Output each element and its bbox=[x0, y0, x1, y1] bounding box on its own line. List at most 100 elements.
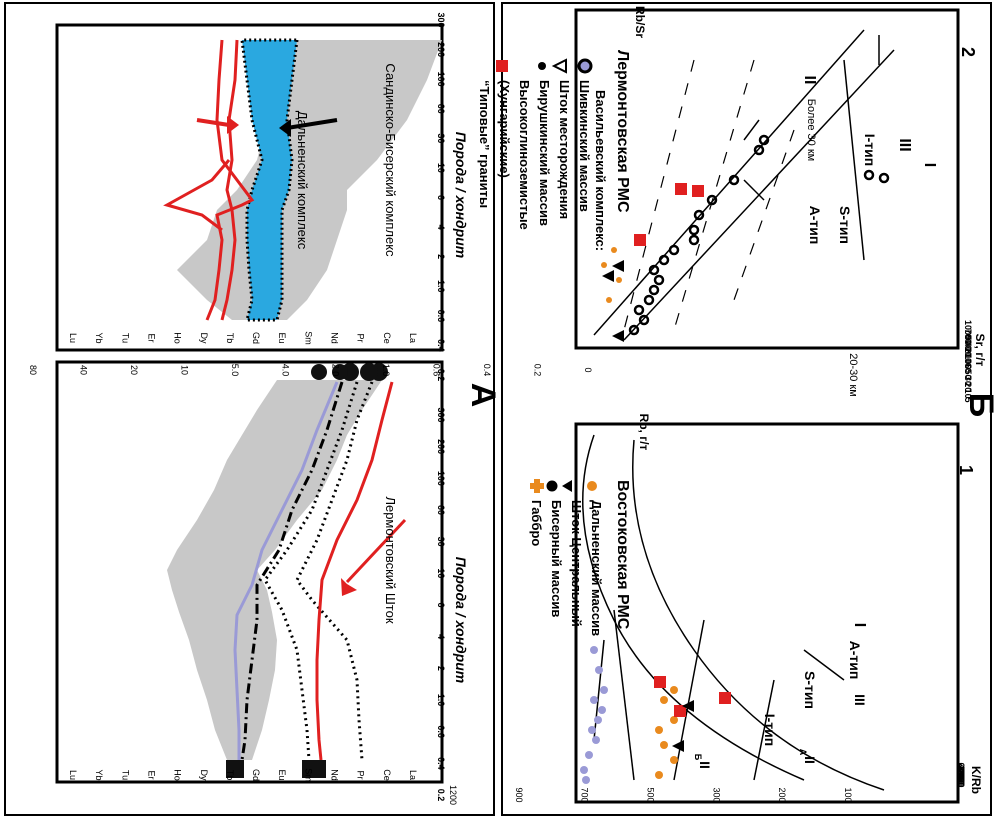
x-tick-label: Eu bbox=[277, 332, 287, 343]
x-tick-label: Tu bbox=[120, 770, 130, 780]
legend-item: Бирушкинский массив bbox=[537, 80, 552, 226]
region-label: Б bbox=[693, 754, 703, 761]
plot-2-number: 2 bbox=[958, 47, 978, 57]
region-label: А-тип bbox=[807, 206, 823, 245]
y-tick-label: 30 bbox=[963, 376, 973, 386]
gray-envelope bbox=[167, 380, 382, 760]
y-tick-label: 0.4 bbox=[436, 757, 446, 770]
y-tick-label: 200 bbox=[436, 439, 446, 454]
x-tick-label: 0.4 bbox=[482, 364, 492, 377]
y-tick-label: 300 bbox=[436, 12, 446, 27]
x-tick-label: Nd bbox=[330, 769, 340, 781]
x-tick-label: 900 bbox=[514, 787, 524, 802]
plot-1-orange bbox=[655, 686, 678, 779]
y-tick-label: 5 bbox=[963, 397, 973, 402]
region-label: А-тип bbox=[847, 641, 863, 680]
legend-right-title: Лермонтовская РМС bbox=[614, 50, 631, 213]
plot-1-triangles bbox=[672, 700, 694, 752]
x-tick-label: 0.6 bbox=[432, 364, 442, 377]
panel-a-letter: А bbox=[464, 383, 502, 408]
panel-a-left-xticks: La Ce Pr Nd Sm Eu Gd Tb Dy Ho Er Tu Yb Lu bbox=[68, 768, 418, 782]
x-tick-label: 5.0 bbox=[230, 364, 240, 377]
region-label: I-тип bbox=[762, 714, 778, 746]
y-tick-label: 4 bbox=[436, 634, 446, 639]
y-tick-label: 0.4 bbox=[436, 339, 446, 352]
region-label: II bbox=[697, 761, 713, 769]
red-band-lower bbox=[205, 39, 255, 321]
panel-a-sandinsko-label: Сандинско-Бисерский комплекс bbox=[383, 63, 398, 257]
x-tick-label: 0 bbox=[583, 367, 593, 372]
region-label: S-тип bbox=[837, 206, 853, 244]
x-tick-label: 700 bbox=[580, 787, 590, 802]
y-tick-label: 1000 bbox=[963, 320, 973, 340]
x-tick-label: Sm bbox=[303, 331, 313, 345]
panel-a-right-chart bbox=[55, 23, 444, 352]
region-label: II bbox=[801, 76, 818, 85]
y-tick-label: 30 bbox=[436, 133, 446, 143]
plot-1 bbox=[574, 422, 960, 804]
region-label: II bbox=[802, 756, 818, 764]
panel-a-right-yticks: 300 200 100 60 30 10 6 4 2 1.0 0.6 0.4 0.2 bbox=[436, 12, 446, 381]
plot-2-red-squares bbox=[634, 183, 704, 246]
x-tick-label: Yb bbox=[94, 332, 104, 343]
x-tick-label: 40 bbox=[78, 365, 88, 375]
dotted-profile-2 bbox=[263, 381, 359, 761]
plot-1-red-squares bbox=[654, 676, 731, 717]
plot-1-lilac bbox=[580, 646, 608, 784]
red-arrow-left bbox=[341, 520, 405, 596]
x-tick-label: Lu bbox=[68, 770, 78, 780]
panel-a-left-series-label: Лермонтовский Шток bbox=[383, 496, 398, 623]
region-label: I bbox=[851, 623, 868, 627]
x-tick-label: 10 bbox=[179, 365, 189, 375]
legend-item: Габбро bbox=[529, 500, 544, 546]
gray-envelope-right bbox=[177, 40, 442, 320]
x-tick-label: Er bbox=[146, 771, 156, 780]
plot-2-xlabel: Rb/Sr bbox=[633, 6, 647, 38]
plot-2-orange bbox=[601, 247, 622, 303]
y-tick-label: 500 bbox=[963, 335, 973, 350]
y-tick-label: 60 bbox=[436, 505, 446, 515]
plot-2 bbox=[574, 8, 960, 350]
y-tick-label: 60 bbox=[963, 363, 973, 373]
red-band-upper bbox=[220, 39, 239, 321]
plot-2-xticks: 0 0.2 0.4 0.6 1.0 2.0 4.0 5.0 10 20 40 80 bbox=[28, 364, 593, 377]
legend-item: Бисерный массив bbox=[549, 500, 564, 617]
y-tick-label: 60 bbox=[436, 104, 446, 114]
y-tick-label: 300 bbox=[956, 767, 966, 782]
y-tick-label: 0.6 bbox=[436, 310, 446, 323]
region-label: III bbox=[852, 694, 868, 706]
y-tick-label: 100 bbox=[956, 772, 966, 787]
plot-2-points bbox=[628, 134, 890, 336]
legend-item: Высокоглиноземистые bbox=[517, 80, 532, 230]
panel-b bbox=[501, 2, 992, 816]
y-tick-label: 2 bbox=[436, 666, 446, 671]
black-arrow-right bbox=[286, 118, 338, 130]
red-arrow-right bbox=[196, 118, 230, 127]
plot-1-number: 1 bbox=[956, 465, 976, 475]
plot-2-ylabel: Sr, г/т bbox=[973, 334, 987, 367]
x-tick-label: Pr bbox=[356, 771, 366, 780]
y-tick-label: 150 bbox=[956, 771, 966, 786]
legend-right: Лермонтовская РМС Васильевский комплекс:… bbox=[477, 50, 631, 251]
y-tick-label: 2 bbox=[436, 254, 446, 259]
y-tick-label: 200 bbox=[436, 42, 446, 57]
legend-item: Шток месторождения bbox=[557, 80, 572, 219]
x-tick-label: Eu bbox=[277, 769, 287, 780]
x-tick-label: 300 bbox=[711, 787, 721, 802]
region-label: A bbox=[798, 749, 808, 756]
y-tick-label: 400 bbox=[956, 764, 966, 779]
x-tick-label: 2.0 bbox=[331, 364, 341, 377]
y-tick-label: 300 bbox=[436, 407, 446, 422]
panel-b-letter: Б bbox=[962, 393, 997, 417]
legend-item: Шивкинский массив bbox=[577, 80, 592, 212]
plot-2-triangles bbox=[602, 260, 624, 342]
y-tick-label: 100 bbox=[436, 72, 446, 87]
x-tick-label: Yb bbox=[94, 769, 104, 780]
legend-item: “Типовые” граниты bbox=[477, 80, 492, 208]
x-tick-label: Ce bbox=[382, 769, 392, 781]
y-tick-label: 200 bbox=[963, 348, 973, 363]
legend-left-title: Востоковская РМС bbox=[614, 480, 631, 630]
